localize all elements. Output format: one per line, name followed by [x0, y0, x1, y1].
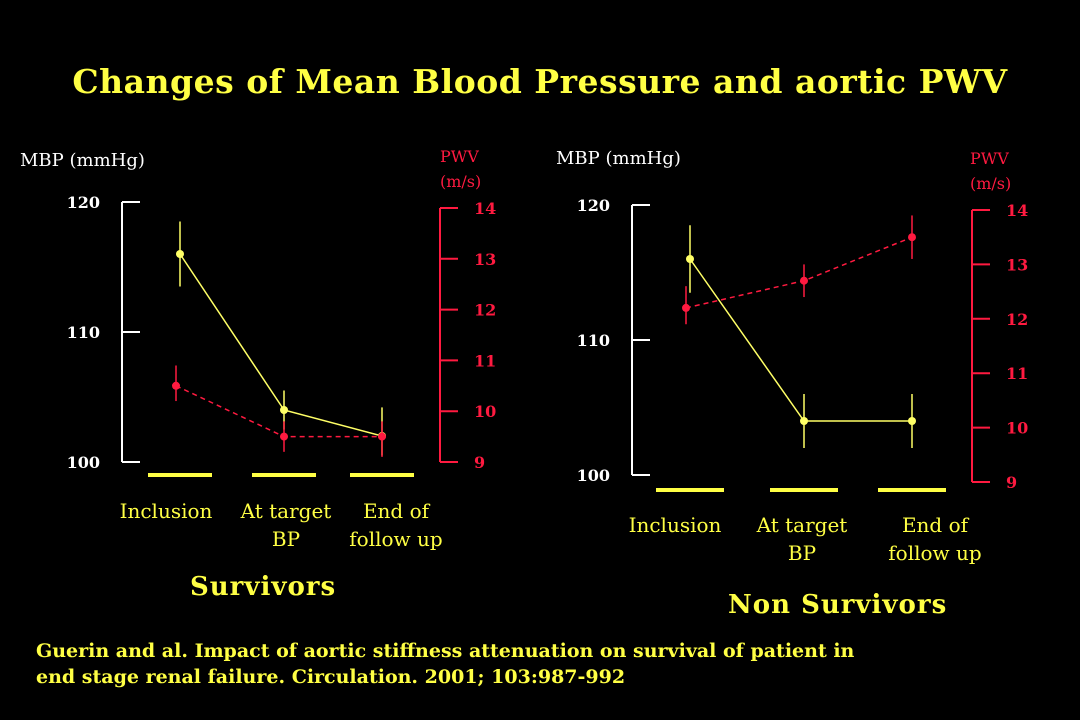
right-axis-tick-label: 10 — [474, 402, 496, 421]
citation-line-2: end stage renal failure. Circulation. 20… — [36, 666, 626, 688]
group-label-survivors: Survivors — [190, 572, 337, 602]
pwv-series-line — [175, 385, 382, 438]
group-label-non-survivors: Non Survivors — [728, 590, 948, 620]
category-label: At target — [240, 499, 332, 523]
left-axis-tick-label: 110 — [67, 323, 100, 342]
category-label: Inclusion — [629, 513, 722, 537]
category-label: End of — [902, 513, 970, 537]
citation-line-1: Guerin and al. Impact of aortic stiffnes… — [36, 640, 855, 662]
pwv-point — [908, 233, 916, 242]
right-axis-tick-label: 14 — [474, 199, 496, 218]
right-axis-tick-label: 11 — [474, 351, 496, 370]
mbp-point — [280, 406, 288, 414]
pwv-point — [800, 276, 808, 285]
right-axis-tick-label: 9 — [1006, 473, 1017, 492]
pwv-point — [378, 432, 386, 441]
citation: Guerin and al. Impact of aortic stiffnes… — [36, 638, 1046, 690]
right-axis-tick-label: 12 — [1006, 310, 1028, 329]
right-axis-label: PWV — [970, 149, 1009, 168]
left-axis-label: MBP (mmHg) — [556, 148, 681, 169]
right-axis-tick-label: 13 — [1006, 255, 1028, 274]
mbp-point — [686, 255, 694, 263]
category-label: follow up — [888, 541, 981, 565]
right-axis-label: (m/s) — [970, 174, 1011, 193]
mbp-point — [176, 250, 184, 258]
right-axis-tick-label: 14 — [1006, 201, 1028, 220]
right-axis-tick-label: 12 — [474, 301, 496, 320]
right-axis-label: PWV — [440, 147, 479, 166]
left-axis-label: MBP (mmHg) — [20, 150, 145, 171]
left-axis-tick-label: 110 — [577, 331, 610, 350]
category-label: At target — [756, 513, 848, 537]
category-label: Inclusion — [120, 499, 213, 523]
page-title: Changes of Mean Blood Pressure and aorti… — [72, 62, 1008, 101]
right-axis-tick-label: 10 — [1006, 419, 1028, 438]
category-label: follow up — [349, 527, 442, 551]
right-axis-tick-label: 13 — [474, 250, 496, 269]
pwv-point — [682, 303, 690, 312]
left-axis-tick-label: 120 — [67, 193, 100, 212]
mbp-point — [800, 417, 808, 425]
pwv-point — [280, 432, 288, 441]
right-axis-label: (m/s) — [440, 172, 481, 191]
right-axis-tick-label: 9 — [474, 453, 485, 472]
pwv-point — [172, 381, 180, 390]
left-axis-tick-label: 100 — [67, 453, 100, 472]
category-label: BP — [272, 527, 300, 551]
category-label: BP — [788, 541, 816, 565]
mbp-point — [908, 417, 916, 425]
right-axis-tick-label: 11 — [1006, 364, 1028, 383]
pwv-series-line — [685, 236, 913, 309]
left-axis-tick-label: 100 — [577, 466, 610, 485]
left-axis-tick-label: 120 — [577, 196, 610, 215]
category-label: End of — [363, 499, 431, 523]
